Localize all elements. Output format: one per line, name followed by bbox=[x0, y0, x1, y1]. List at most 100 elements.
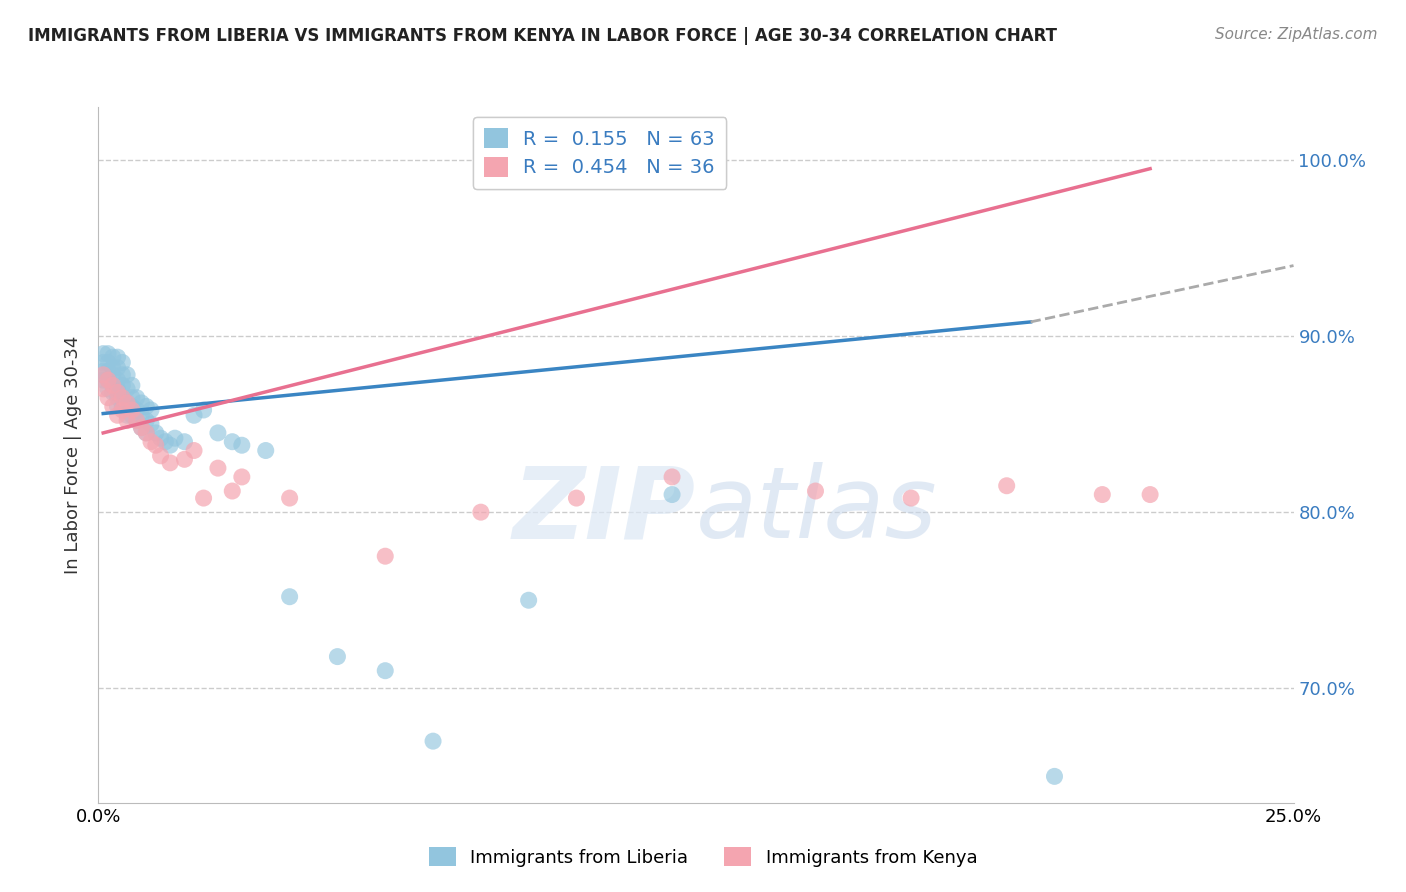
Point bbox=[115, 413, 138, 427]
Point bbox=[139, 403, 162, 417]
Point bbox=[101, 378, 124, 392]
Point bbox=[115, 396, 138, 410]
Point bbox=[1043, 769, 1066, 783]
Point bbox=[193, 403, 215, 417]
Point bbox=[135, 425, 157, 440]
Point bbox=[107, 350, 129, 364]
Point bbox=[221, 434, 243, 449]
Point bbox=[91, 364, 114, 378]
Point bbox=[125, 391, 148, 405]
Point bbox=[115, 409, 138, 423]
Point bbox=[107, 382, 129, 396]
Legend: Immigrants from Liberia, Immigrants from Kenya: Immigrants from Liberia, Immigrants from… bbox=[422, 840, 984, 874]
Point bbox=[125, 413, 148, 427]
Point bbox=[121, 391, 143, 405]
Point bbox=[149, 449, 172, 463]
Text: Source: ZipAtlas.com: Source: ZipAtlas.com bbox=[1215, 27, 1378, 42]
Point bbox=[231, 470, 253, 484]
Point bbox=[278, 590, 301, 604]
Point bbox=[107, 400, 129, 414]
Point bbox=[278, 491, 301, 505]
Point bbox=[163, 431, 186, 445]
Point bbox=[565, 491, 588, 505]
Point bbox=[173, 434, 195, 449]
Point bbox=[91, 346, 114, 360]
Point bbox=[145, 425, 167, 440]
Point bbox=[207, 425, 229, 440]
Point bbox=[995, 479, 1018, 493]
Point bbox=[374, 664, 396, 678]
Point bbox=[97, 382, 120, 396]
Point bbox=[422, 734, 444, 748]
Point bbox=[125, 413, 148, 427]
Point bbox=[183, 409, 205, 423]
Point bbox=[159, 456, 181, 470]
Point bbox=[97, 355, 120, 369]
Point bbox=[101, 378, 124, 392]
Point bbox=[107, 373, 129, 387]
Point bbox=[207, 461, 229, 475]
Point bbox=[101, 400, 124, 414]
Point bbox=[101, 385, 124, 400]
Point bbox=[101, 350, 124, 364]
Point bbox=[135, 413, 157, 427]
Point bbox=[661, 470, 683, 484]
Point bbox=[183, 443, 205, 458]
Y-axis label: In Labor Force | Age 30-34: In Labor Force | Age 30-34 bbox=[65, 335, 83, 574]
Point bbox=[91, 368, 114, 382]
Point bbox=[139, 417, 162, 431]
Point bbox=[111, 378, 134, 392]
Point bbox=[193, 491, 215, 505]
Point bbox=[97, 391, 120, 405]
Point bbox=[91, 382, 114, 396]
Point bbox=[107, 409, 129, 423]
Point bbox=[135, 400, 157, 414]
Legend: R =  0.155   N = 63, R =  0.454   N = 36: R = 0.155 N = 63, R = 0.454 N = 36 bbox=[472, 117, 727, 189]
Point bbox=[111, 391, 134, 405]
Point bbox=[1139, 487, 1161, 501]
Point bbox=[159, 438, 181, 452]
Point bbox=[111, 403, 134, 417]
Point bbox=[135, 425, 157, 440]
Text: ZIP: ZIP bbox=[513, 462, 696, 559]
Point bbox=[121, 400, 143, 414]
Text: atlas: atlas bbox=[696, 462, 938, 559]
Point bbox=[149, 431, 172, 445]
Point bbox=[804, 483, 827, 498]
Point bbox=[470, 505, 492, 519]
Point bbox=[115, 382, 138, 396]
Point bbox=[1091, 487, 1114, 501]
Point bbox=[101, 368, 124, 382]
Point bbox=[326, 649, 349, 664]
Point bbox=[125, 403, 148, 417]
Point bbox=[517, 593, 540, 607]
Point bbox=[121, 403, 143, 417]
Point bbox=[115, 396, 138, 410]
Point bbox=[221, 483, 243, 498]
Text: IMMIGRANTS FROM LIBERIA VS IMMIGRANTS FROM KENYA IN LABOR FORCE | AGE 30-34 CORR: IMMIGRANTS FROM LIBERIA VS IMMIGRANTS FR… bbox=[28, 27, 1057, 45]
Point bbox=[111, 355, 134, 369]
Point bbox=[91, 373, 114, 387]
Point bbox=[107, 385, 129, 400]
Point bbox=[900, 491, 922, 505]
Point bbox=[107, 391, 129, 405]
Point bbox=[111, 400, 134, 414]
Point bbox=[155, 434, 177, 449]
Point bbox=[374, 549, 396, 564]
Point bbox=[145, 438, 167, 452]
Point bbox=[97, 364, 120, 378]
Point bbox=[115, 368, 138, 382]
Point bbox=[91, 355, 114, 369]
Point bbox=[97, 373, 120, 387]
Point bbox=[111, 391, 134, 405]
Point bbox=[111, 368, 134, 382]
Point bbox=[121, 378, 143, 392]
Point bbox=[131, 420, 153, 434]
Point bbox=[231, 438, 253, 452]
Point bbox=[97, 346, 120, 360]
Point bbox=[131, 409, 153, 423]
Point bbox=[131, 420, 153, 434]
Point bbox=[107, 360, 129, 375]
Point bbox=[131, 396, 153, 410]
Point bbox=[101, 360, 124, 375]
